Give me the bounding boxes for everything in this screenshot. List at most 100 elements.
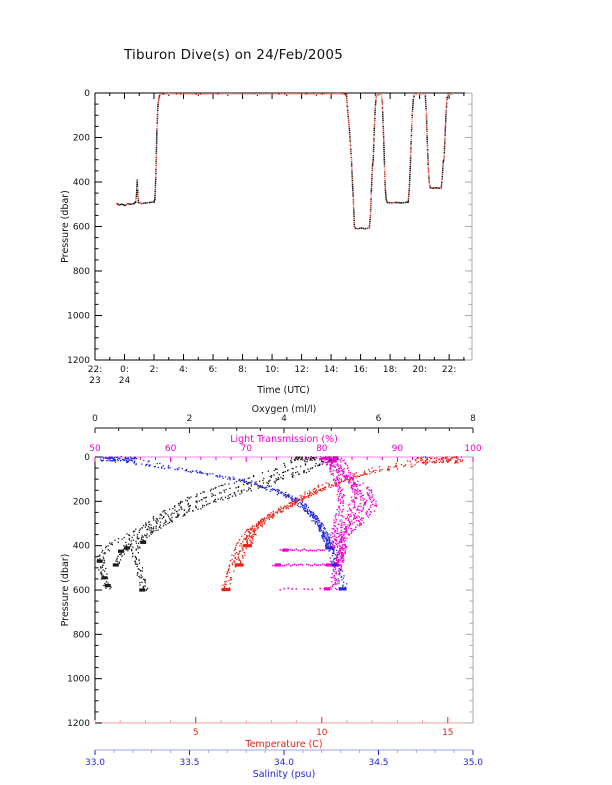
data-point	[262, 93, 264, 95]
data-point	[186, 468, 188, 471]
data-point	[193, 93, 196, 95]
data-point	[440, 187, 442, 189]
pressure-tick-label: 0	[84, 89, 90, 99]
data-point	[252, 536, 254, 538]
data-point	[205, 500, 207, 503]
data-point	[344, 539, 347, 542]
data-point	[245, 536, 248, 539]
data-point	[156, 115, 159, 118]
data-point	[381, 99, 383, 101]
data-point	[215, 93, 217, 95]
data-point	[332, 532, 334, 535]
data-point	[97, 555, 99, 557]
data-point	[209, 473, 211, 475]
data-point	[121, 555, 123, 557]
data-point	[164, 93, 166, 95]
data-point	[141, 527, 143, 529]
data-point	[239, 545, 241, 547]
data-point	[339, 540, 342, 542]
data-point	[284, 470, 286, 473]
data-point	[370, 196, 372, 198]
data-point	[409, 171, 411, 174]
data-point	[301, 93, 304, 95]
data-point	[416, 461, 418, 464]
data-point	[387, 468, 389, 470]
data-point	[157, 529, 159, 531]
data-point	[341, 510, 343, 512]
data-point	[272, 93, 274, 95]
data-point	[232, 476, 235, 478]
salinity-tick-label: 34.5	[368, 758, 388, 768]
data-point	[135, 195, 138, 197]
data-point	[102, 459, 104, 461]
data-point	[131, 548, 133, 551]
data-point	[358, 227, 361, 230]
data-point	[332, 560, 334, 562]
data-point	[342, 500, 344, 502]
data-point	[137, 201, 140, 204]
data-point	[369, 218, 371, 221]
data-point	[247, 537, 250, 540]
pressure-axis-label-bottom: Pressure (dbar)	[60, 554, 71, 627]
data-point	[254, 93, 257, 95]
data-point	[397, 201, 399, 204]
data-point	[256, 523, 258, 525]
data-point	[412, 98, 415, 101]
data-point	[271, 564, 274, 567]
data-point	[179, 501, 182, 503]
data-point	[340, 492, 342, 494]
data-point	[263, 521, 265, 523]
data-point	[435, 459, 438, 462]
data-point	[155, 521, 158, 523]
data-point	[255, 524, 258, 526]
data-point	[359, 509, 361, 512]
data-point	[320, 525, 322, 527]
salinity-profile-bottom-mark	[331, 563, 340, 567]
data-point	[417, 457, 419, 459]
data-point	[411, 118, 413, 121]
data-point	[322, 532, 325, 534]
data-point	[300, 503, 303, 506]
data-point	[128, 203, 131, 205]
data-point	[446, 102, 448, 104]
data-point	[414, 464, 416, 466]
data-point	[381, 101, 384, 103]
data-point	[353, 504, 355, 506]
data-point	[370, 204, 372, 207]
data-point	[269, 490, 271, 493]
data-point	[344, 551, 346, 553]
data-point	[316, 518, 318, 520]
data-point	[136, 534, 139, 536]
data-point	[347, 519, 349, 521]
data-point	[187, 509, 190, 511]
data-point	[246, 528, 248, 531]
data-point	[335, 571, 337, 573]
data-point	[249, 528, 251, 530]
data-point	[231, 563, 234, 566]
data-point	[343, 516, 345, 518]
data-point	[429, 456, 431, 459]
data-point	[188, 505, 190, 508]
data-point	[341, 496, 343, 498]
data-point	[111, 460, 113, 462]
data-point	[338, 471, 340, 473]
data-point	[234, 493, 236, 495]
data-point	[313, 520, 315, 522]
data-point	[237, 486, 240, 488]
data-point	[250, 527, 253, 529]
data-point	[338, 559, 340, 561]
data-point	[253, 532, 256, 534]
data-point	[411, 110, 414, 113]
data-point	[152, 515, 155, 518]
data-point	[305, 93, 308, 95]
data-point	[433, 457, 436, 460]
data-point	[349, 520, 351, 523]
data-point	[450, 458, 452, 460]
data-point	[443, 157, 445, 160]
data-point	[258, 93, 261, 95]
data-point	[364, 503, 366, 506]
data-point	[315, 564, 318, 566]
data-point	[116, 456, 119, 458]
data-point	[349, 522, 351, 524]
data-point	[107, 582, 109, 584]
